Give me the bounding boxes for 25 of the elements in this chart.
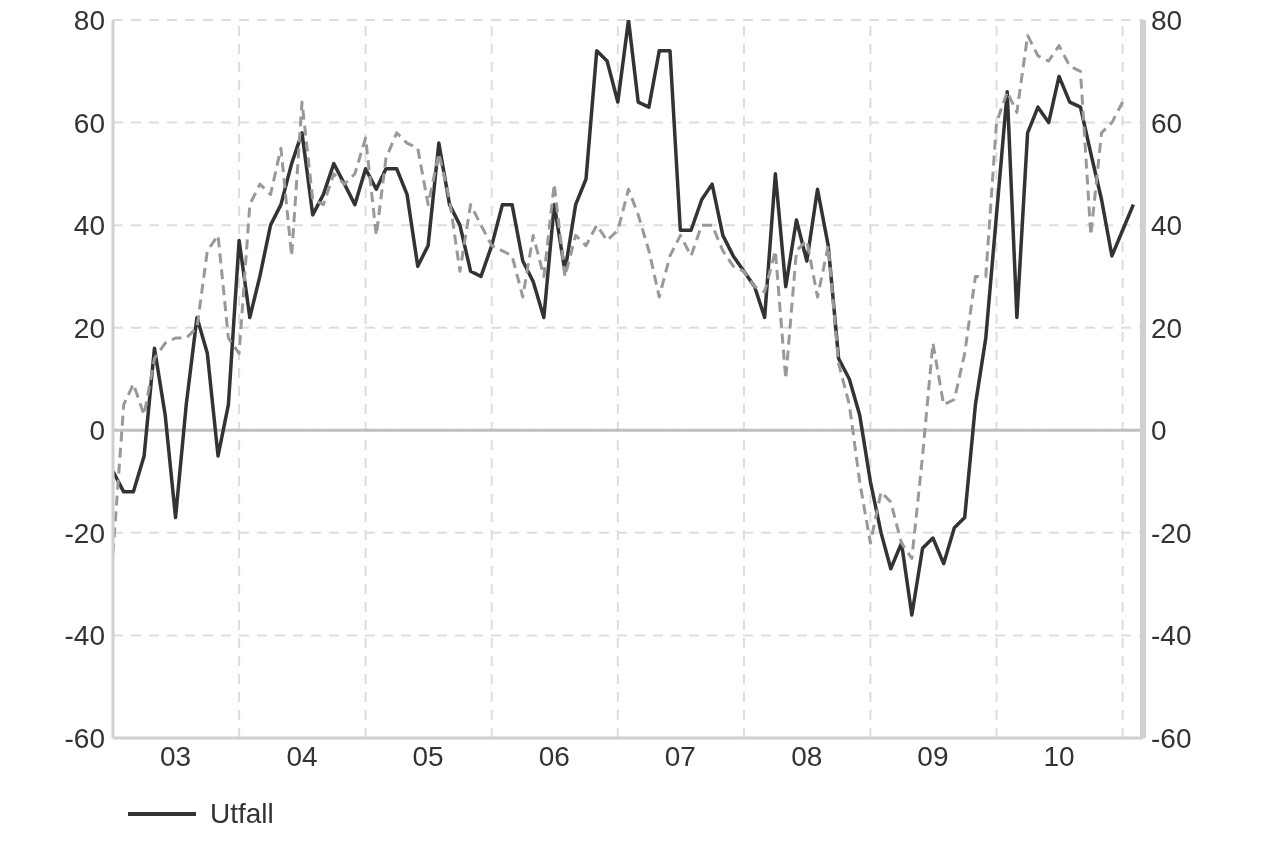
y-tick-label: 60 (73, 107, 105, 139)
x-tick-label: 07 (664, 740, 696, 772)
x-tick-label: 10 (1043, 740, 1075, 772)
x-tick-label: 06 (538, 740, 570, 772)
y2-tick-label: 0 (1151, 415, 1167, 447)
x-tick-label: 08 (791, 740, 823, 772)
y-tick-label: 20 (73, 312, 105, 344)
y2-tick-label: -40 (1151, 620, 1192, 652)
x-tick-label: 04 (286, 740, 318, 772)
y2-tick-label: 20 (1151, 312, 1183, 344)
y2-tick-label: -60 (1151, 722, 1192, 754)
legend-label: Utfall (210, 798, 274, 830)
y-tick-label: -40 (64, 620, 105, 652)
x-tick-label: 09 (917, 740, 949, 772)
x-tick-label: 05 (412, 740, 444, 772)
y-tick-label: -60 (64, 722, 105, 754)
x-tick-label: 03 (159, 740, 192, 772)
y-tick-label: -20 (64, 517, 105, 549)
y-tick-label: 0 (89, 415, 105, 447)
y-tick-label: 80 (73, 4, 105, 36)
y2-tick-label: 40 (1151, 210, 1183, 242)
y2-tick-label: 60 (1151, 107, 1183, 139)
y2-tick-label: -20 (1151, 517, 1192, 549)
y-tick-label: 40 (73, 210, 105, 242)
y2-tick-label: 80 (1151, 4, 1183, 36)
